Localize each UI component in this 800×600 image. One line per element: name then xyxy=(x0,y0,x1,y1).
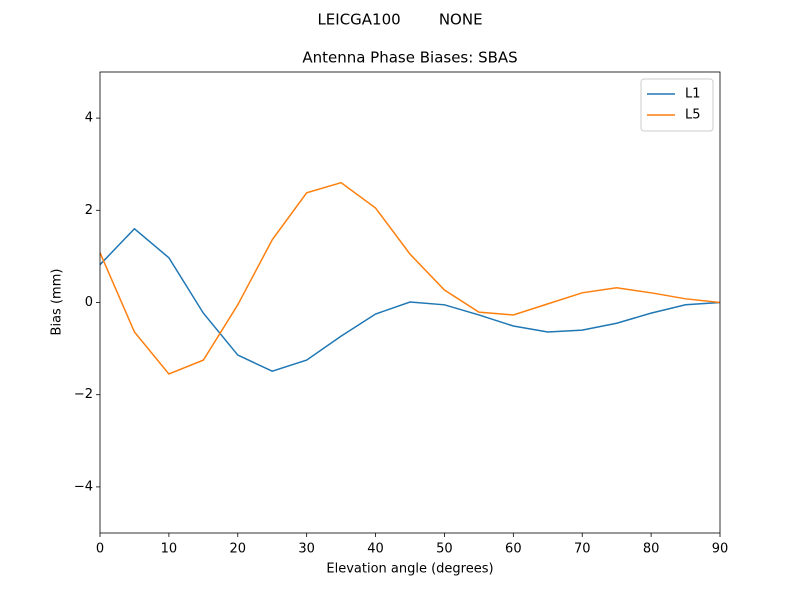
data-line xyxy=(99,181,721,375)
x-tick-label: 50 xyxy=(436,542,453,557)
data-line xyxy=(99,227,721,372)
x-tick-label: 10 xyxy=(161,542,178,557)
y-tick-label: −4 xyxy=(74,479,93,494)
y-axis-label: Bias (mm) xyxy=(50,269,65,336)
x-axis-label: Elevation angle (degrees) xyxy=(326,562,493,577)
x-tick-label: 0 xyxy=(96,542,104,557)
x-tick-label: 20 xyxy=(230,542,247,557)
y-tick-label: 2 xyxy=(85,203,93,218)
legend-label: L5 xyxy=(685,108,701,123)
x-tick-label: 80 xyxy=(643,542,660,557)
x-tick-label: 60 xyxy=(505,542,522,557)
y-tick-label: 0 xyxy=(85,295,93,310)
x-tick-label: 90 xyxy=(712,542,729,557)
y-tick-label: −2 xyxy=(74,387,93,402)
y-tick-label: 4 xyxy=(85,111,93,126)
legend-box xyxy=(640,78,714,132)
x-tick-label: 30 xyxy=(298,542,315,557)
chart-suptitle: LEICGA100 NONE xyxy=(317,11,482,29)
x-tick-label: 70 xyxy=(574,542,591,557)
legend-label: L1 xyxy=(685,87,701,102)
x-tick-label: 40 xyxy=(367,542,384,557)
plot-frame xyxy=(99,71,721,534)
chart-title: Antenna Phase Biases: SBAS xyxy=(302,49,517,67)
